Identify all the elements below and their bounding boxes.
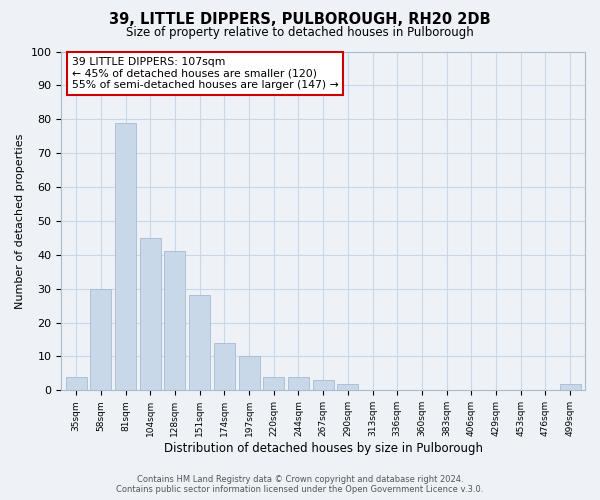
Bar [65, 377, 86, 390]
Text: 39, LITTLE DIPPERS, PULBOROUGH, RH20 2DB: 39, LITTLE DIPPERS, PULBOROUGH, RH20 2DB [109, 12, 491, 28]
Bar [214, 343, 235, 390]
Bar [115, 122, 136, 390]
Text: Contains HM Land Registry data © Crown copyright and database right 2024.
Contai: Contains HM Land Registry data © Crown c… [116, 474, 484, 494]
Bar [189, 296, 210, 390]
Bar [91, 288, 112, 390]
Bar [288, 377, 309, 390]
Text: Size of property relative to detached houses in Pulborough: Size of property relative to detached ho… [126, 26, 474, 39]
Bar [164, 252, 185, 390]
Bar [337, 384, 358, 390]
Y-axis label: Number of detached properties: Number of detached properties [15, 133, 25, 308]
Bar [560, 384, 581, 390]
Bar [239, 356, 260, 390]
Text: 39 LITTLE DIPPERS: 107sqm
← 45% of detached houses are smaller (120)
55% of semi: 39 LITTLE DIPPERS: 107sqm ← 45% of detac… [72, 56, 338, 90]
X-axis label: Distribution of detached houses by size in Pulborough: Distribution of detached houses by size … [164, 442, 482, 455]
Bar [313, 380, 334, 390]
Bar [263, 377, 284, 390]
Bar [140, 238, 161, 390]
